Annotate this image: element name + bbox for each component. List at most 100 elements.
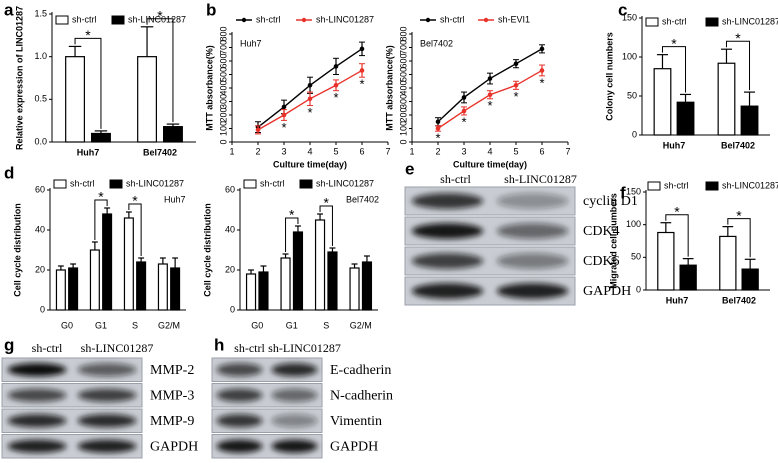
legend-label: sh-EVI1 <box>498 14 530 24</box>
blot-row-label: CDK4 <box>583 224 620 239</box>
error-bar <box>248 269 255 274</box>
annotation: Huh7 <box>164 194 186 204</box>
blot-band <box>411 193 484 209</box>
error-bar <box>159 257 166 264</box>
point <box>333 64 339 69</box>
bar <box>361 261 373 311</box>
legend-marker <box>241 17 247 23</box>
legend-swatch <box>705 17 719 27</box>
legend-swatch <box>109 179 123 189</box>
significance-label: * <box>289 207 295 223</box>
error-bar <box>282 253 289 258</box>
x-tick-label: 2 <box>255 146 260 156</box>
blot-band <box>7 439 67 453</box>
bar <box>679 264 697 291</box>
x-tick-label: G0 <box>251 320 263 330</box>
y-tick-label: 60 <box>225 184 235 194</box>
y-axis-title: MTT absorbance(%) <box>204 45 214 131</box>
blot-band <box>77 439 137 453</box>
y-tick-label: 200 <box>398 107 408 122</box>
y-tick-label: 1.0 <box>34 51 47 61</box>
error-bar <box>744 258 756 270</box>
legend-label: sh-ctrl <box>664 180 689 190</box>
blot-column-label: sh-LINC01287 <box>81 341 154 355</box>
x-tick-label: G2/M <box>158 320 180 330</box>
blot-band <box>216 388 263 402</box>
error-bar <box>294 225 301 232</box>
legend-swatch <box>647 181 661 191</box>
significance-label: * <box>736 207 742 223</box>
y-tick-label: 100 <box>622 51 637 61</box>
bar <box>292 231 304 311</box>
significance-bracket <box>725 40 751 91</box>
x-tick-label: S <box>132 320 138 330</box>
blot-band <box>271 414 318 428</box>
y-axis-title: Cell cycle distribution <box>202 203 212 297</box>
y-tick-label: 200 <box>218 107 228 122</box>
x-tick-label: 7 <box>385 146 390 156</box>
legend-label: sh-LINC01287 <box>316 178 374 188</box>
error-bar <box>720 48 733 64</box>
error-bar <box>138 257 145 262</box>
bar <box>657 231 675 291</box>
y-tick-label: 100 <box>218 121 228 136</box>
y-tick-label: 50 <box>631 252 641 262</box>
y-tick-label: 20 <box>225 264 235 274</box>
legend-marker <box>483 17 489 23</box>
error-bar <box>94 130 108 134</box>
x-tick-label: 6 <box>539 146 544 156</box>
y-axis-title: Migrated cell numbers <box>608 193 618 289</box>
significance-label: * <box>513 89 518 104</box>
error-bar <box>656 54 669 69</box>
significance-bracket <box>727 218 751 258</box>
bar <box>65 56 85 143</box>
blot-band <box>216 439 263 453</box>
significance-label: * <box>132 193 138 209</box>
blot-band <box>411 223 484 239</box>
point <box>359 68 365 73</box>
blot-column-label: sh-ctrl <box>32 341 63 355</box>
x-tick-label: Bel7402 <box>722 295 756 305</box>
legend-label: sh-LINC01287 <box>316 14 374 24</box>
significance-label: * <box>539 75 544 90</box>
significance-label: * <box>674 203 680 219</box>
x-tick-label: Huh7 <box>77 147 100 157</box>
x-tick-label: 3 <box>281 146 286 156</box>
point <box>281 112 287 118</box>
y-tick-label: 600 <box>218 53 228 68</box>
legend-swatch <box>55 15 69 25</box>
blot-band <box>496 193 569 209</box>
x-axis-title: Culture time(day) <box>453 159 527 169</box>
x-tick-label: 5 <box>333 146 338 156</box>
bar <box>740 105 759 136</box>
error-bar <box>260 265 267 272</box>
blot-column-label: sh-ctrl <box>440 172 471 186</box>
blot-column-label: sh-ctrl <box>234 341 265 355</box>
x-tick-label: Bel7402 <box>143 147 177 157</box>
y-tick-label: 400 <box>218 80 228 95</box>
error-bar <box>172 257 179 268</box>
bar <box>719 235 737 291</box>
blot-band <box>411 283 484 299</box>
blot-column-label: sh-LINC01287 <box>268 341 341 355</box>
blot-band <box>411 253 484 269</box>
bar <box>717 62 736 136</box>
y-tick-label: 40 <box>225 224 235 234</box>
blot-band <box>271 388 318 402</box>
error-bar <box>166 123 180 127</box>
panel-letter: b <box>206 0 216 19</box>
y-tick-label: 0 <box>636 284 641 294</box>
bar <box>137 56 157 143</box>
bar <box>280 257 291 311</box>
blot-band <box>77 414 137 428</box>
significance-bracket <box>94 199 108 240</box>
point <box>461 108 467 114</box>
point <box>539 46 545 52</box>
point <box>461 95 467 100</box>
error-bar <box>679 93 692 103</box>
y-tick-label: 0 <box>398 139 408 144</box>
x-tick-label: G2/M <box>350 320 372 330</box>
legend-label: sh-LINC01287 <box>128 14 186 24</box>
error-bar <box>104 207 111 214</box>
